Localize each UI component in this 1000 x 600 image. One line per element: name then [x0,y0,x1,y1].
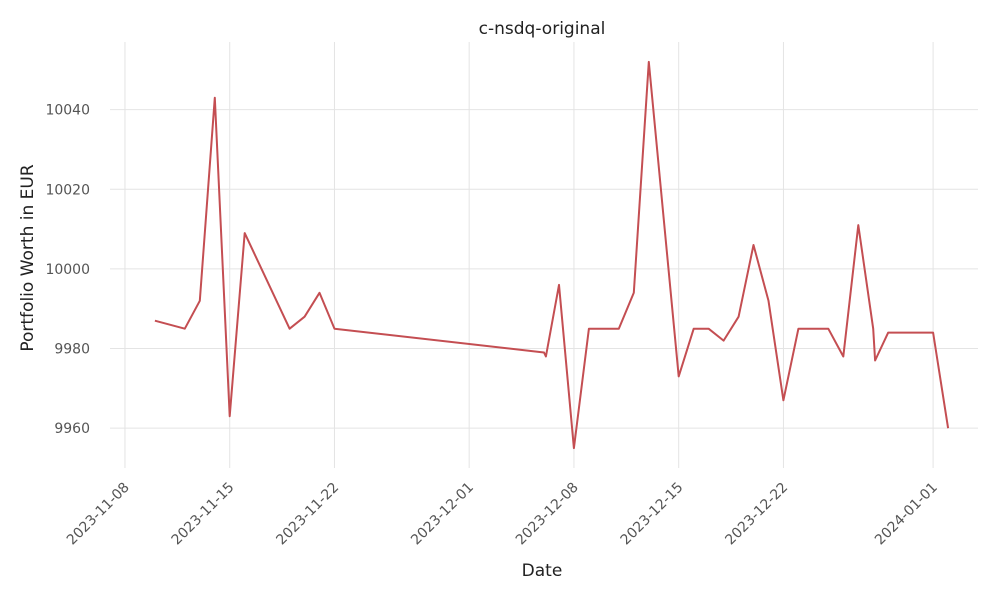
y-axis-title: Portfolio Worth in EUR [18,164,38,351]
y-tick-label: 9980 [54,342,90,358]
x-tick-label: 2023-11-15 [169,480,238,549]
x-tick-label: 2023-12-15 [618,480,687,549]
grid [110,42,978,468]
chart-title: c-nsdq-original [479,19,606,39]
x-axis-ticks: 2023-11-08 2023-11-15 2023-11-22 2023-12-01… [64,480,941,549]
y-axis-ticks: 9960 9980 10000 10020 10040 [45,103,90,438]
y-tick-label: 10040 [45,103,90,119]
series-line [154,60,950,450]
x-tick-label: 2023-12-01 [408,480,477,549]
series-layer [154,60,950,450]
x-tick-label: 2023-12-08 [513,480,582,549]
x-tick-label: 2023-11-08 [64,480,133,549]
y-tick-label: 10020 [45,182,90,198]
x-tick-label: 2023-12-22 [722,480,791,549]
y-tick-label: 10000 [45,262,90,278]
x-tick-label: 2023-11-22 [273,480,342,549]
y-tick-label: 9960 [54,421,90,437]
x-tick-label: 2024-01-01 [872,480,941,549]
x-axis-title: Date [522,561,563,581]
